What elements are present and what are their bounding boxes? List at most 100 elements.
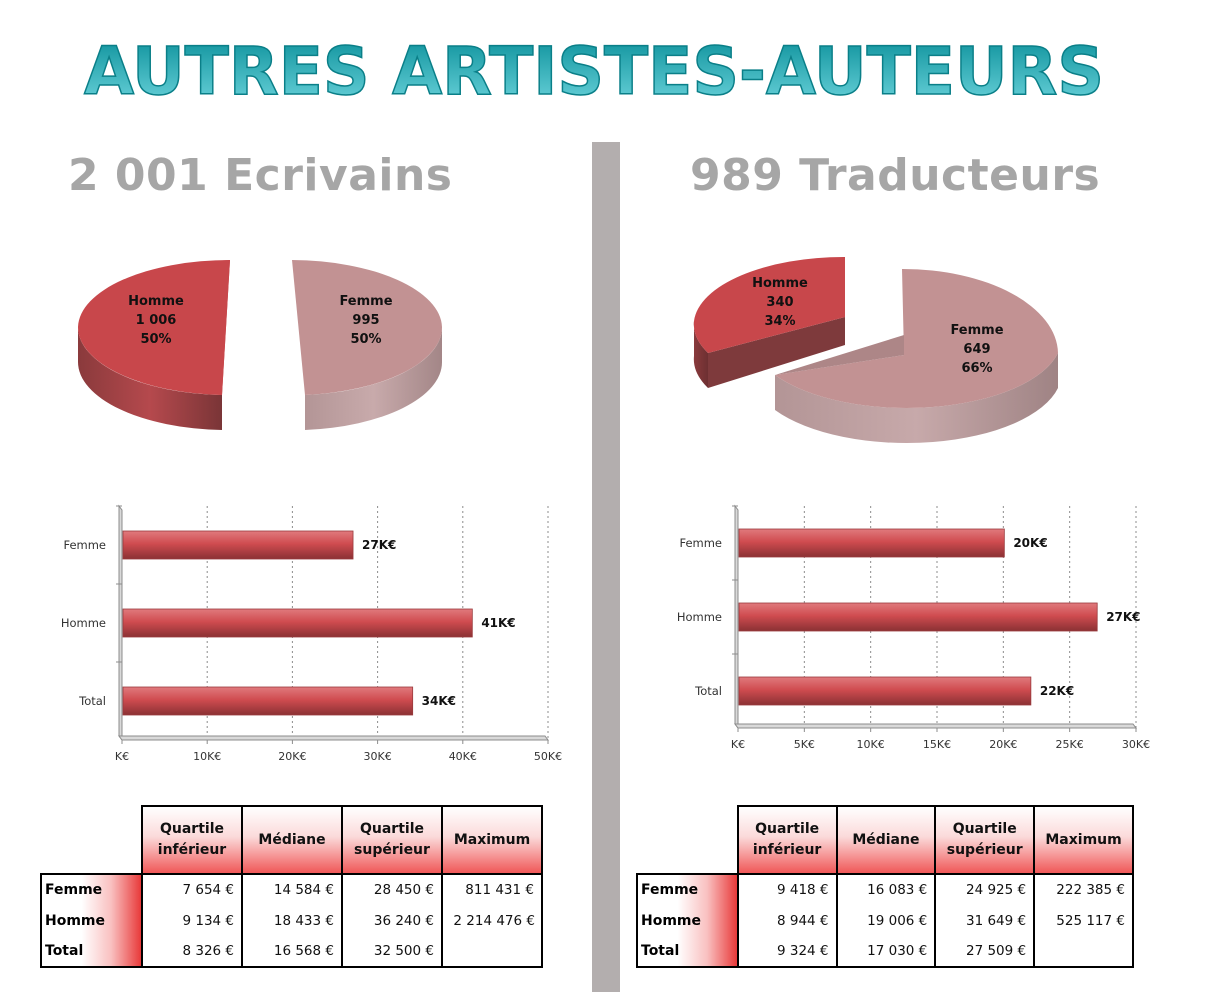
subtitle-ecrivains: 2 001 Ecrivains <box>68 150 453 201</box>
x-axis <box>734 723 1137 729</box>
x-tick-label: 15K€ <box>923 738 951 751</box>
pie-slice-homme-wall <box>708 317 845 388</box>
bar-chart-traducteurs: K€ 5K€ 10K€ 15K€ 20K€ 25K€ 30K€ Femme 20K€ Homme 2… <box>677 504 1150 751</box>
x-tick-label: 25K€ <box>1056 738 1084 751</box>
category-label: Homme <box>61 616 106 630</box>
pie-label-homme: Homme <box>752 276 808 291</box>
table-cell: 7 654 € <box>141 873 243 905</box>
main-title: AUTRES ARTISTES-AUTEURS <box>83 32 1105 111</box>
x-tick-label: 10K€ <box>193 750 221 763</box>
pie-label-homme: Homme <box>128 294 184 309</box>
table-cell <box>1033 936 1134 968</box>
table-cell: 18 433 € <box>241 905 343 936</box>
table-cell: 16 083 € <box>835 873 937 905</box>
bar <box>738 602 1098 632</box>
pie-slice-homme-top <box>77 260 230 395</box>
x-tick-label: 10K€ <box>857 738 885 751</box>
header-quartile-superieur: Quartile supérieur <box>934 805 1036 875</box>
table-cell: 28 450 € <box>341 873 443 905</box>
table-cell: 222 385 € <box>1033 873 1134 905</box>
row-label-total: Total <box>636 936 739 968</box>
pie-value-homme: 340 <box>766 295 793 310</box>
pie-slice-femme-side <box>775 353 1058 444</box>
pie-value-homme: 1 006 <box>136 313 177 328</box>
header-maximum: Maximum <box>441 805 543 875</box>
x-tick-label: 30K€ <box>1122 738 1150 751</box>
pie-chart-ecrivains: Homme 1 006 50% Femme 995 50% <box>77 260 443 430</box>
category-label: Homme <box>677 610 722 624</box>
stats-table-ecrivains: Quartile inférieur Médiane Quartile supéri… <box>40 805 543 968</box>
table-cell: 31 649 € <box>934 905 1036 936</box>
row-label-total: Total <box>40 936 143 968</box>
table-cell: 9 134 € <box>141 905 243 936</box>
bar <box>122 686 414 716</box>
data-label: 27K€ <box>362 538 396 552</box>
table-cell <box>441 936 543 968</box>
pie-slice-homme-top <box>693 256 845 353</box>
row-label-femme: Femme <box>636 873 739 905</box>
table-row: Homme 9 134 € 18 433 € 36 240 € 2 214 47… <box>40 905 543 936</box>
x-tick-label: 20K€ <box>989 738 1017 751</box>
table-cell: 525 117 € <box>1033 905 1134 936</box>
table-cell: 8 326 € <box>141 936 243 968</box>
table-row: Total 9 324 € 17 030 € 27 509 € <box>636 936 1134 968</box>
bar <box>738 528 1005 558</box>
pie-label-femme: Femme <box>339 294 392 309</box>
pie-pct-femme: 66% <box>961 361 992 376</box>
table-cell: 32 500 € <box>341 936 443 968</box>
data-label: 20K€ <box>1013 536 1047 550</box>
y-axis <box>734 504 739 730</box>
pie-pct-homme: 34% <box>764 314 795 329</box>
data-label: 41K€ <box>481 616 515 630</box>
pie-slice-femme-top <box>775 268 1058 409</box>
table-cell: 24 925 € <box>934 873 1036 905</box>
table-row: Femme 7 654 € 14 584 € 28 450 € 811 431 … <box>40 873 543 905</box>
category-label: Femme <box>63 538 106 552</box>
bar <box>738 676 1032 706</box>
category-label: Total <box>694 684 722 698</box>
table-cell: 811 431 € <box>441 873 543 905</box>
x-tick-label: 20K€ <box>278 750 306 763</box>
data-label: 34K€ <box>422 694 456 708</box>
table-cell: 9 324 € <box>736 936 838 968</box>
header-mediane: Médiane <box>241 805 343 875</box>
table-cell: 17 030 € <box>835 936 937 968</box>
x-tick-label: 50K€ <box>534 750 562 763</box>
pie-slice-homme-side <box>77 327 222 430</box>
header-quartile-inferieur: Quartile inférieur <box>736 805 838 875</box>
subtitle-traducteurs: 989 Traducteurs <box>690 150 1101 201</box>
pie-slice-femme-side <box>305 327 443 430</box>
table-cell: 8 944 € <box>736 905 838 936</box>
x-tick-label: 40K€ <box>449 750 477 763</box>
x-tick-label: 5K€ <box>794 738 815 751</box>
table-cell: 36 240 € <box>341 905 443 936</box>
table-cell: 19 006 € <box>835 905 937 936</box>
header-quartile-superieur: Quartile supérieur <box>341 805 443 875</box>
table-cell: 2 214 476 € <box>441 905 543 936</box>
table-cell: 27 509 € <box>934 936 1036 968</box>
header-mediane: Médiane <box>835 805 937 875</box>
table-row: Total 8 326 € 16 568 € 32 500 € <box>40 936 543 968</box>
row-label-homme: Homme <box>636 905 739 936</box>
y-axis <box>118 504 123 742</box>
x-axis <box>118 735 549 741</box>
pie-slice-femme-wall <box>775 335 904 375</box>
x-tick-label: K€ <box>731 738 745 751</box>
data-label: 22K€ <box>1040 684 1074 698</box>
row-label-homme: Homme <box>40 905 143 936</box>
pie-pct-femme: 50% <box>350 332 381 347</box>
bar-chart-ecrivains: K€ 10K€ 20K€ 30K€ 40K€ 50K€ Femme 27K€ Homme 41K€… <box>61 504 562 763</box>
table-corner <box>637 806 738 874</box>
bar <box>122 530 354 560</box>
table-cell: 16 568 € <box>241 936 343 968</box>
table-cell: 14 584 € <box>241 873 343 905</box>
category-label: Femme <box>679 536 722 550</box>
pie-value-femme: 995 <box>352 313 379 328</box>
row-label-femme: Femme <box>40 873 143 905</box>
x-tick-label: 30K€ <box>363 750 391 763</box>
table-cell: 9 418 € <box>736 873 838 905</box>
pie-label-femme: Femme <box>950 323 1003 338</box>
pie-slice-femme-top <box>292 260 443 395</box>
category-label: Total <box>78 694 106 708</box>
panel-divider <box>592 142 620 992</box>
